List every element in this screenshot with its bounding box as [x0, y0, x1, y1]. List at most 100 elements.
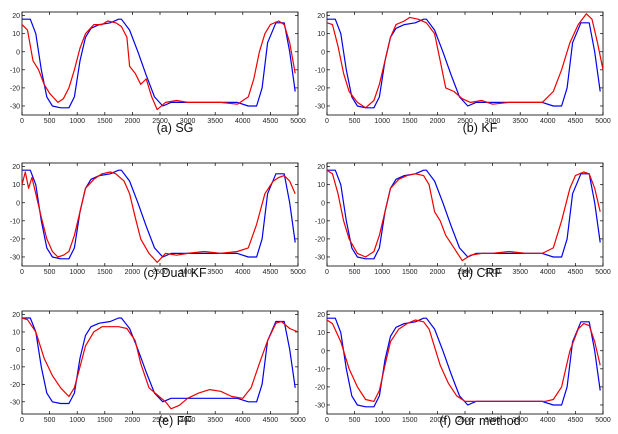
series-line-blue — [22, 169, 296, 260]
x-tick-label: 500 — [349, 417, 361, 424]
y-tick-label: -30 — [10, 103, 20, 110]
x-tick-label: 2500 — [152, 269, 168, 276]
series-line-red — [326, 13, 604, 109]
x-tick-label: 2000 — [430, 118, 446, 125]
x-tick-label: 2000 — [430, 417, 446, 424]
x-tick-label: 4000 — [540, 417, 556, 424]
series-line-red — [326, 319, 601, 402]
x-tick-label: 3000 — [180, 118, 196, 125]
y-tick-label: -30 — [10, 254, 20, 261]
y-tick-label: -10 — [10, 218, 20, 225]
x-tick-label: 1500 — [402, 118, 418, 125]
x-tick-label: 3000 — [180, 269, 196, 276]
x-tick-label: 4000 — [235, 118, 251, 125]
x-tick-label: 0 — [20, 417, 24, 424]
y-tick-label: 0 — [321, 49, 325, 56]
caption-ff: (e) FF — [157, 414, 193, 428]
y-tick-label: 10 — [12, 182, 20, 189]
chart-svg-sg: -30 -20 -10 0 10 20 0 500 1000 1500 2000 2500 3000 35… — [10, 11, 306, 125]
x-tick-label: 500 — [44, 417, 56, 424]
x-tick-label: 1000 — [374, 118, 390, 125]
x-tick-label: 3500 — [207, 118, 223, 125]
y-tick-label: 20 — [317, 164, 325, 171]
chart-panel-kf: -30 -20 -10 0 10 20 0 500 1000 1500 2000 2500 3000 35… — [305, 4, 611, 125]
x-tick-label: 5000 — [290, 417, 306, 424]
x-tick-label: 3000 — [180, 417, 196, 424]
y-tick-label: -20 — [315, 236, 325, 243]
series-line-red — [21, 317, 299, 410]
plot-frame — [21, 162, 299, 267]
y-tick-label: -20 — [10, 382, 20, 389]
y-tick-label: -20 — [10, 85, 20, 92]
x-tick-label: 4500 — [263, 269, 279, 276]
series-line-blue — [327, 317, 601, 408]
x-tick-label: 0 — [325, 118, 329, 125]
x-tick-label: 0 — [325, 417, 329, 424]
x-tick-label: 5000 — [290, 118, 306, 125]
x-tick-label: 500 — [44, 269, 56, 276]
caption-our-method: (f) Our method — [439, 414, 521, 428]
y-tick-label: 0 — [321, 200, 325, 207]
x-tick-label: 4500 — [263, 417, 279, 424]
x-tick-label: 4500 — [568, 269, 584, 276]
x-tick-label: 4000 — [235, 417, 251, 424]
x-tick-label: 500 — [349, 269, 361, 276]
x-tick-label: 5000 — [595, 269, 611, 276]
x-tick-label: 1000 — [69, 417, 85, 424]
x-tick-label: 2500 — [457, 417, 473, 424]
x-tick-label: 3000 — [485, 417, 501, 424]
x-tick-label: 2500 — [457, 269, 473, 276]
x-tick-label: 0 — [325, 269, 329, 276]
chart-svg-crf: -30 -20 -10 0 10 20 0 500 1000 1500 2000 2500 3000 35… — [315, 162, 611, 276]
chart-svg-dual-kf: -30 -20 -10 0 10 20 0 500 1000 1500 2000 2500 3000 35… — [10, 162, 306, 276]
x-tick-label: 3500 — [207, 269, 223, 276]
x-tick-label: 4000 — [540, 269, 556, 276]
chart-svg-ff: -30 -20 -10 0 10 20 0 500 1000 1500 2000 2500 3000 35… — [10, 310, 306, 424]
series-line-blue — [327, 18, 601, 109]
x-tick-label: 4500 — [568, 118, 584, 125]
y-tick-label: 10 — [12, 31, 20, 38]
y-tick-label: -30 — [10, 399, 20, 406]
x-tick-label: 0 — [20, 118, 24, 125]
y-tick-label: 20 — [12, 164, 20, 171]
x-tick-label: 5000 — [595, 118, 611, 125]
y-tick-label: 20 — [12, 13, 20, 20]
y-tick-label: -10 — [315, 218, 325, 225]
plot-frame — [326, 310, 604, 415]
x-tick-label: 3500 — [512, 269, 528, 276]
caption-dual-kf: (c) Dual KF — [143, 266, 207, 280]
series-line-red — [326, 169, 601, 262]
x-tick-label: 1000 — [374, 269, 390, 276]
y-tick-label: -10 — [10, 364, 20, 371]
x-tick-label: 4000 — [235, 269, 251, 276]
x-tick-label: 1000 — [374, 417, 390, 424]
caption-sg: (a) SG — [156, 121, 194, 135]
x-tick-label: 1500 — [97, 417, 113, 424]
chart-svg-our-method: -30 -20 -10 0 10 20 0 500 1000 1500 2000 2500 3000 35… — [315, 310, 611, 424]
x-tick-label: 500 — [349, 118, 361, 125]
y-tick-label: 10 — [317, 31, 325, 38]
y-tick-label: -10 — [315, 67, 325, 74]
series-line-blue — [22, 18, 296, 109]
x-tick-label: 3000 — [485, 269, 501, 276]
chart-panel-dual-kf: -30 -20 -10 0 10 20 0 500 1000 1500 2000 2500 3000 35… — [0, 155, 306, 276]
y-tick-label: -10 — [315, 366, 325, 373]
y-tick-label: -10 — [10, 67, 20, 74]
y-tick-label: 10 — [317, 330, 325, 337]
y-tick-label: -30 — [315, 254, 325, 261]
x-tick-label: 2500 — [152, 417, 168, 424]
y-tick-label: -30 — [315, 103, 325, 110]
x-tick-label: 2000 — [125, 269, 141, 276]
x-tick-label: 1000 — [69, 269, 85, 276]
y-tick-label: 10 — [12, 329, 20, 336]
x-tick-label: 3500 — [512, 118, 528, 125]
y-tick-label: 20 — [317, 13, 325, 20]
x-tick-label: 5000 — [290, 269, 306, 276]
x-tick-label: 2500 — [457, 118, 473, 125]
x-tick-label: 4500 — [263, 118, 279, 125]
y-tick-label: -20 — [10, 236, 20, 243]
y-tick-label: 0 — [321, 348, 325, 355]
x-tick-label: 3000 — [485, 118, 501, 125]
y-tick-label: 20 — [317, 312, 325, 319]
x-tick-label: 2000 — [125, 118, 141, 125]
